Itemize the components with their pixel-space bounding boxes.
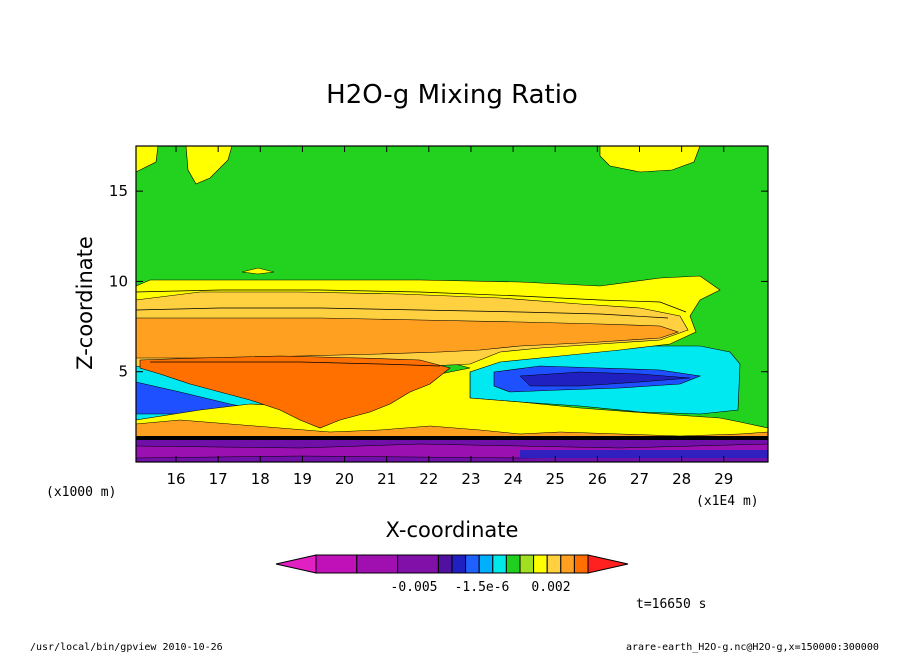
x-tick-label: 23 [461, 470, 480, 488]
colorbar-segment [492, 554, 507, 574]
y-axis-title: Z-coordinate [73, 236, 97, 370]
colorbar-labels: -0.005 -1.5e-6 0.002 [391, 580, 571, 595]
x-tick-label: 25 [546, 470, 565, 488]
contour-line [135, 307, 669, 319]
contour-line [135, 289, 687, 313]
colorbar-segment [505, 554, 521, 574]
x-axis-title: X-coordinate [386, 518, 519, 542]
plot-frame [135, 145, 769, 463]
colorbar-segment [573, 554, 589, 574]
y-axis-ticks: 5 10 15 [109, 182, 768, 381]
chart-title: H2O-g Mixing Ratio [326, 80, 578, 110]
colorbar-label: -1.5e-6 [455, 580, 510, 595]
footer-right: arare-earth_H2O-g.nc@H2O-g,x=150000:3000… [626, 642, 879, 653]
plot-area [135, 145, 769, 463]
contour-yellow-topright [599, 145, 701, 173]
x-tick-label: 26 [588, 470, 607, 488]
surface-black-line [136, 436, 768, 440]
colorbar-segment [519, 554, 535, 574]
y-tick-label: 10 [109, 272, 128, 290]
colorbar-segment [533, 554, 548, 574]
colorbar-segment [397, 554, 439, 574]
x-tick-label: 18 [251, 470, 270, 488]
colorbar-segment [465, 554, 480, 574]
x-tick-label: 27 [630, 470, 649, 488]
x-unit-label: (x1E4 m) [696, 494, 759, 509]
contour-blue-surface [520, 450, 768, 458]
colorbar-segment [546, 554, 562, 574]
contour-darkorange-core [139, 355, 451, 429]
x-tick-label: 20 [335, 470, 354, 488]
contour-line [150, 361, 441, 367]
colorbar-label: -0.005 [391, 580, 438, 595]
x-tick-label: 28 [672, 470, 691, 488]
x-tick-label: 16 [166, 470, 185, 488]
x-axis-ticks: 16 17 18 19 20 21 22 23 24 25 26 27 28 29 [166, 146, 733, 488]
contour-yellow-speck [241, 267, 275, 275]
contour-darkblue-right [519, 371, 691, 387]
colorbar-segment [478, 554, 494, 574]
y-tick-label: 5 [118, 363, 128, 381]
y-tick-label: 15 [109, 182, 128, 200]
x-tick-label: 24 [504, 470, 523, 488]
colorbar-segment [451, 554, 467, 574]
x-tick-label: 17 [209, 470, 228, 488]
x-tick-label: 29 [714, 470, 733, 488]
x-tick-label: 19 [293, 470, 312, 488]
x-tick-label: 21 [377, 470, 396, 488]
time-label: t=16650 s [636, 597, 706, 612]
colorbar-segment [356, 554, 399, 574]
footer-left: /usr/local/bin/gpview 2010-10-26 [30, 642, 223, 653]
colorbar-segment [437, 554, 453, 574]
colorbar-segment [560, 554, 575, 574]
colorbar-segment [315, 554, 358, 574]
x-tick-label: 22 [419, 470, 438, 488]
colorbar-segment [587, 554, 629, 574]
colorbar-segment [275, 554, 317, 574]
colorbar [275, 554, 629, 574]
colorbar-label: 0.002 [531, 580, 570, 595]
y-unit-label: (x1000 m) [46, 485, 116, 500]
